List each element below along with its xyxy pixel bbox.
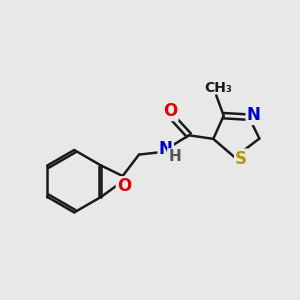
Text: O: O: [163, 102, 177, 120]
Text: N: N: [247, 106, 261, 124]
Text: CH₃: CH₃: [204, 81, 232, 95]
Text: N: N: [159, 140, 173, 158]
Text: S: S: [235, 150, 247, 168]
Text: O: O: [117, 177, 131, 195]
Text: H: H: [168, 149, 181, 164]
